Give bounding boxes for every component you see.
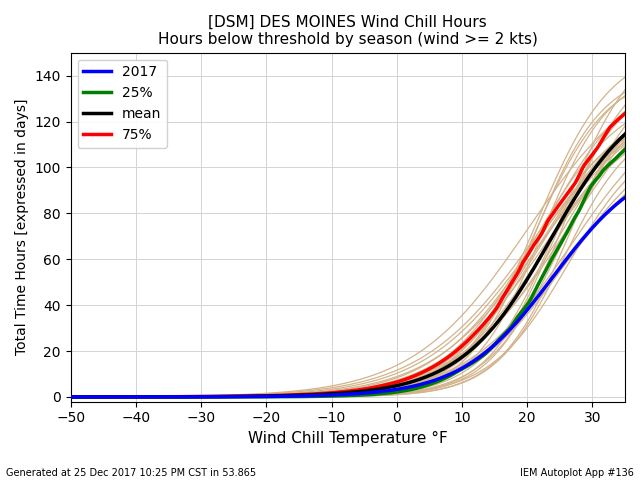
75% bbox=[621, 111, 629, 117]
75% bbox=[397, 378, 404, 384]
25% bbox=[406, 387, 414, 393]
25% bbox=[68, 394, 76, 400]
mean bbox=[67, 394, 74, 400]
2017 bbox=[534, 294, 541, 300]
Line: mean: mean bbox=[70, 134, 625, 397]
2017 bbox=[67, 394, 74, 400]
2017 bbox=[406, 384, 414, 390]
mean bbox=[406, 379, 414, 385]
X-axis label: Wind Chill Temperature °F: Wind Chill Temperature °F bbox=[248, 431, 448, 446]
25% bbox=[621, 146, 629, 152]
Line: 75%: 75% bbox=[70, 114, 625, 397]
Legend: 2017, 25%, mean, 75%: 2017, 25%, mean, 75% bbox=[77, 60, 167, 148]
mean bbox=[569, 198, 577, 204]
75% bbox=[406, 375, 414, 381]
25% bbox=[569, 218, 577, 224]
75% bbox=[68, 394, 76, 400]
2017 bbox=[68, 394, 76, 400]
2017 bbox=[621, 194, 629, 200]
Line: 25%: 25% bbox=[70, 149, 625, 397]
Text: IEM Autoplot App #136: IEM Autoplot App #136 bbox=[520, 468, 634, 478]
mean bbox=[395, 382, 403, 388]
25% bbox=[534, 282, 541, 288]
25% bbox=[397, 388, 404, 394]
Text: Generated at 25 Dec 2017 10:25 PM CST in 53.865: Generated at 25 Dec 2017 10:25 PM CST in… bbox=[6, 468, 257, 478]
75% bbox=[569, 183, 577, 189]
75% bbox=[534, 237, 541, 242]
75% bbox=[67, 394, 74, 400]
25% bbox=[395, 389, 403, 395]
mean bbox=[534, 259, 541, 264]
75% bbox=[395, 379, 403, 384]
mean bbox=[68, 394, 76, 400]
25% bbox=[67, 394, 74, 400]
Line: 2017: 2017 bbox=[70, 197, 625, 397]
mean bbox=[397, 382, 404, 388]
Title: [DSM] DES MOINES Wind Chill Hours
Hours below threshold by season (wind >= 2 kts: [DSM] DES MOINES Wind Chill Hours Hours … bbox=[158, 15, 538, 48]
Y-axis label: Total Time Hours [expressed in days]: Total Time Hours [expressed in days] bbox=[15, 99, 29, 355]
2017 bbox=[395, 386, 403, 392]
2017 bbox=[569, 248, 577, 253]
2017 bbox=[397, 386, 404, 392]
mean bbox=[621, 132, 629, 137]
